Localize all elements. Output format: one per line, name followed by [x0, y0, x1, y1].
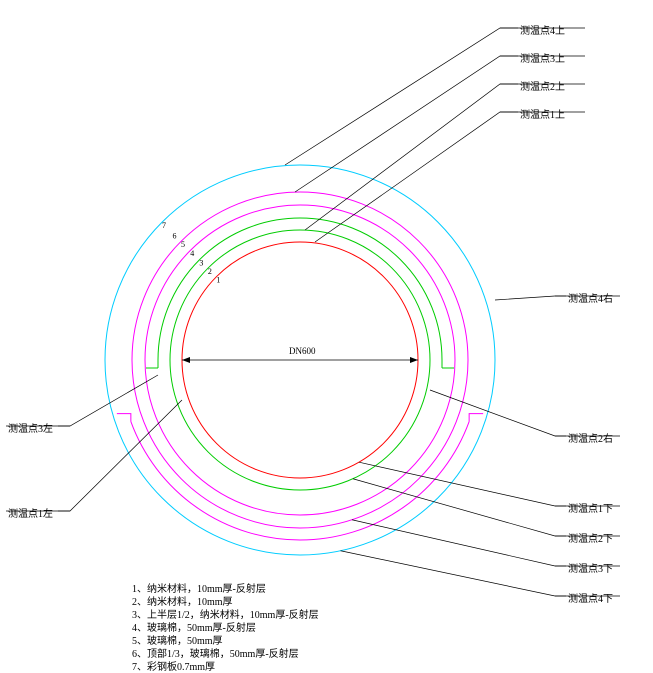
label-point-2-bottom: 测温点2下	[568, 530, 613, 545]
layer-number-5: 5	[181, 240, 185, 249]
label-point-2-top: 测温点2上	[520, 78, 565, 93]
label-point-1-bottom: 测温点1下	[568, 500, 613, 515]
label-point-1-top: 测温点1上	[520, 106, 565, 121]
layer-number-6: 6	[173, 232, 177, 241]
label-point-4-top: 测温点4上	[520, 22, 565, 37]
label-point-3-bottom: 测温点3下	[568, 560, 613, 575]
label-point-3-top: 测温点3上	[520, 50, 565, 65]
layer-number-4: 4	[190, 249, 194, 258]
legend-7: 7、彩钢板0.7mm厚	[132, 658, 215, 673]
layer-number-1: 1	[216, 275, 220, 284]
label-point-2-right: 测温点2右	[568, 430, 613, 445]
label-point-1-left: 测温点1左	[8, 505, 53, 520]
label-point-4-right: 测温点4右	[568, 290, 613, 305]
layer-number-3: 3	[199, 258, 203, 267]
layer-number-7: 7	[162, 221, 166, 230]
dn-label: DN600	[289, 346, 316, 356]
layer-number-2: 2	[208, 267, 212, 276]
diagram-svg: 1234567	[0, 0, 653, 670]
label-point-4-bottom: 测温点4下	[568, 590, 613, 605]
label-point-3-left: 测温点3左	[8, 420, 53, 435]
